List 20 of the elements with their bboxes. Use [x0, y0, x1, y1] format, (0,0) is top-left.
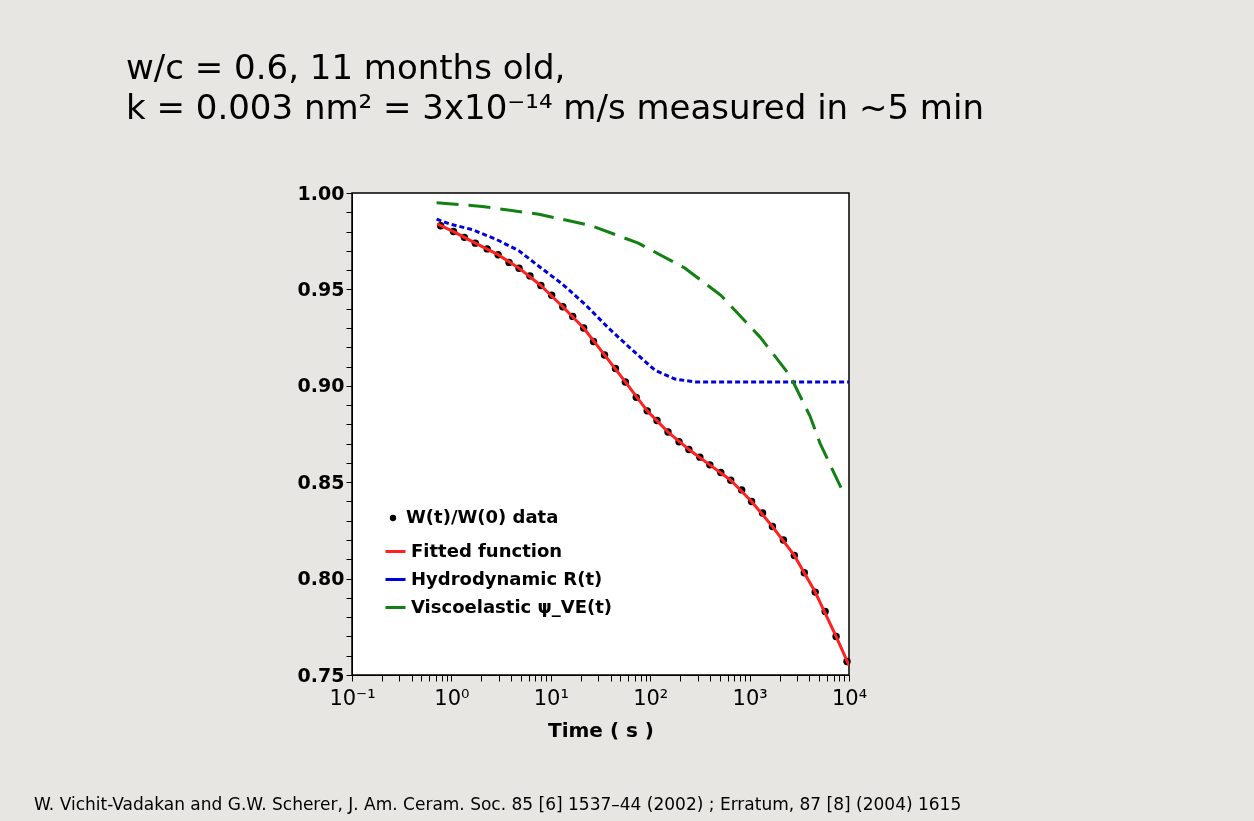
legend-label: W(t)/W(0) data [406, 506, 559, 527]
y-tick-label: 0.90 [297, 374, 345, 397]
y-tick-label: 0.80 [297, 567, 345, 590]
x-tick-label: 10¹ [533, 685, 569, 710]
x-tick-label: 10⁴ [831, 685, 868, 710]
x-tick-label: 10³ [732, 685, 768, 710]
y-tick-label: 0.75 [297, 663, 345, 686]
x-tick-label: 10⁰ [434, 685, 470, 710]
x-tick-label: 10⁻¹ [329, 685, 376, 710]
y-tick-label: 0.95 [297, 277, 345, 300]
legend-label: Fitted function [411, 539, 563, 561]
legend-label: Hydrodynamic R(t) [411, 567, 603, 589]
legend-label: Viscoelastic ψ_VE(t) [411, 595, 613, 617]
text: W. Vichit-Vadakan and G.W. Scherer, J. Am. Ceram. Soc. 85 [6] 1537–44 (2002) ; Erratum, 87 [8] (2004) 1615 [34, 794, 962, 814]
chart-title: w/c = 0.6, 11 months old, [126, 47, 566, 87]
chart-subtitle: k = 0.003 nm² = 3x10⁻¹⁴ m/s measured in ~5 min [126, 87, 984, 127]
y-tick-label: 1.00 [297, 181, 345, 204]
x-tick-label: 10² [633, 685, 669, 710]
y-tick-label: 0.85 [297, 470, 345, 493]
x-axis-title: Time ( s ) [548, 717, 654, 742]
